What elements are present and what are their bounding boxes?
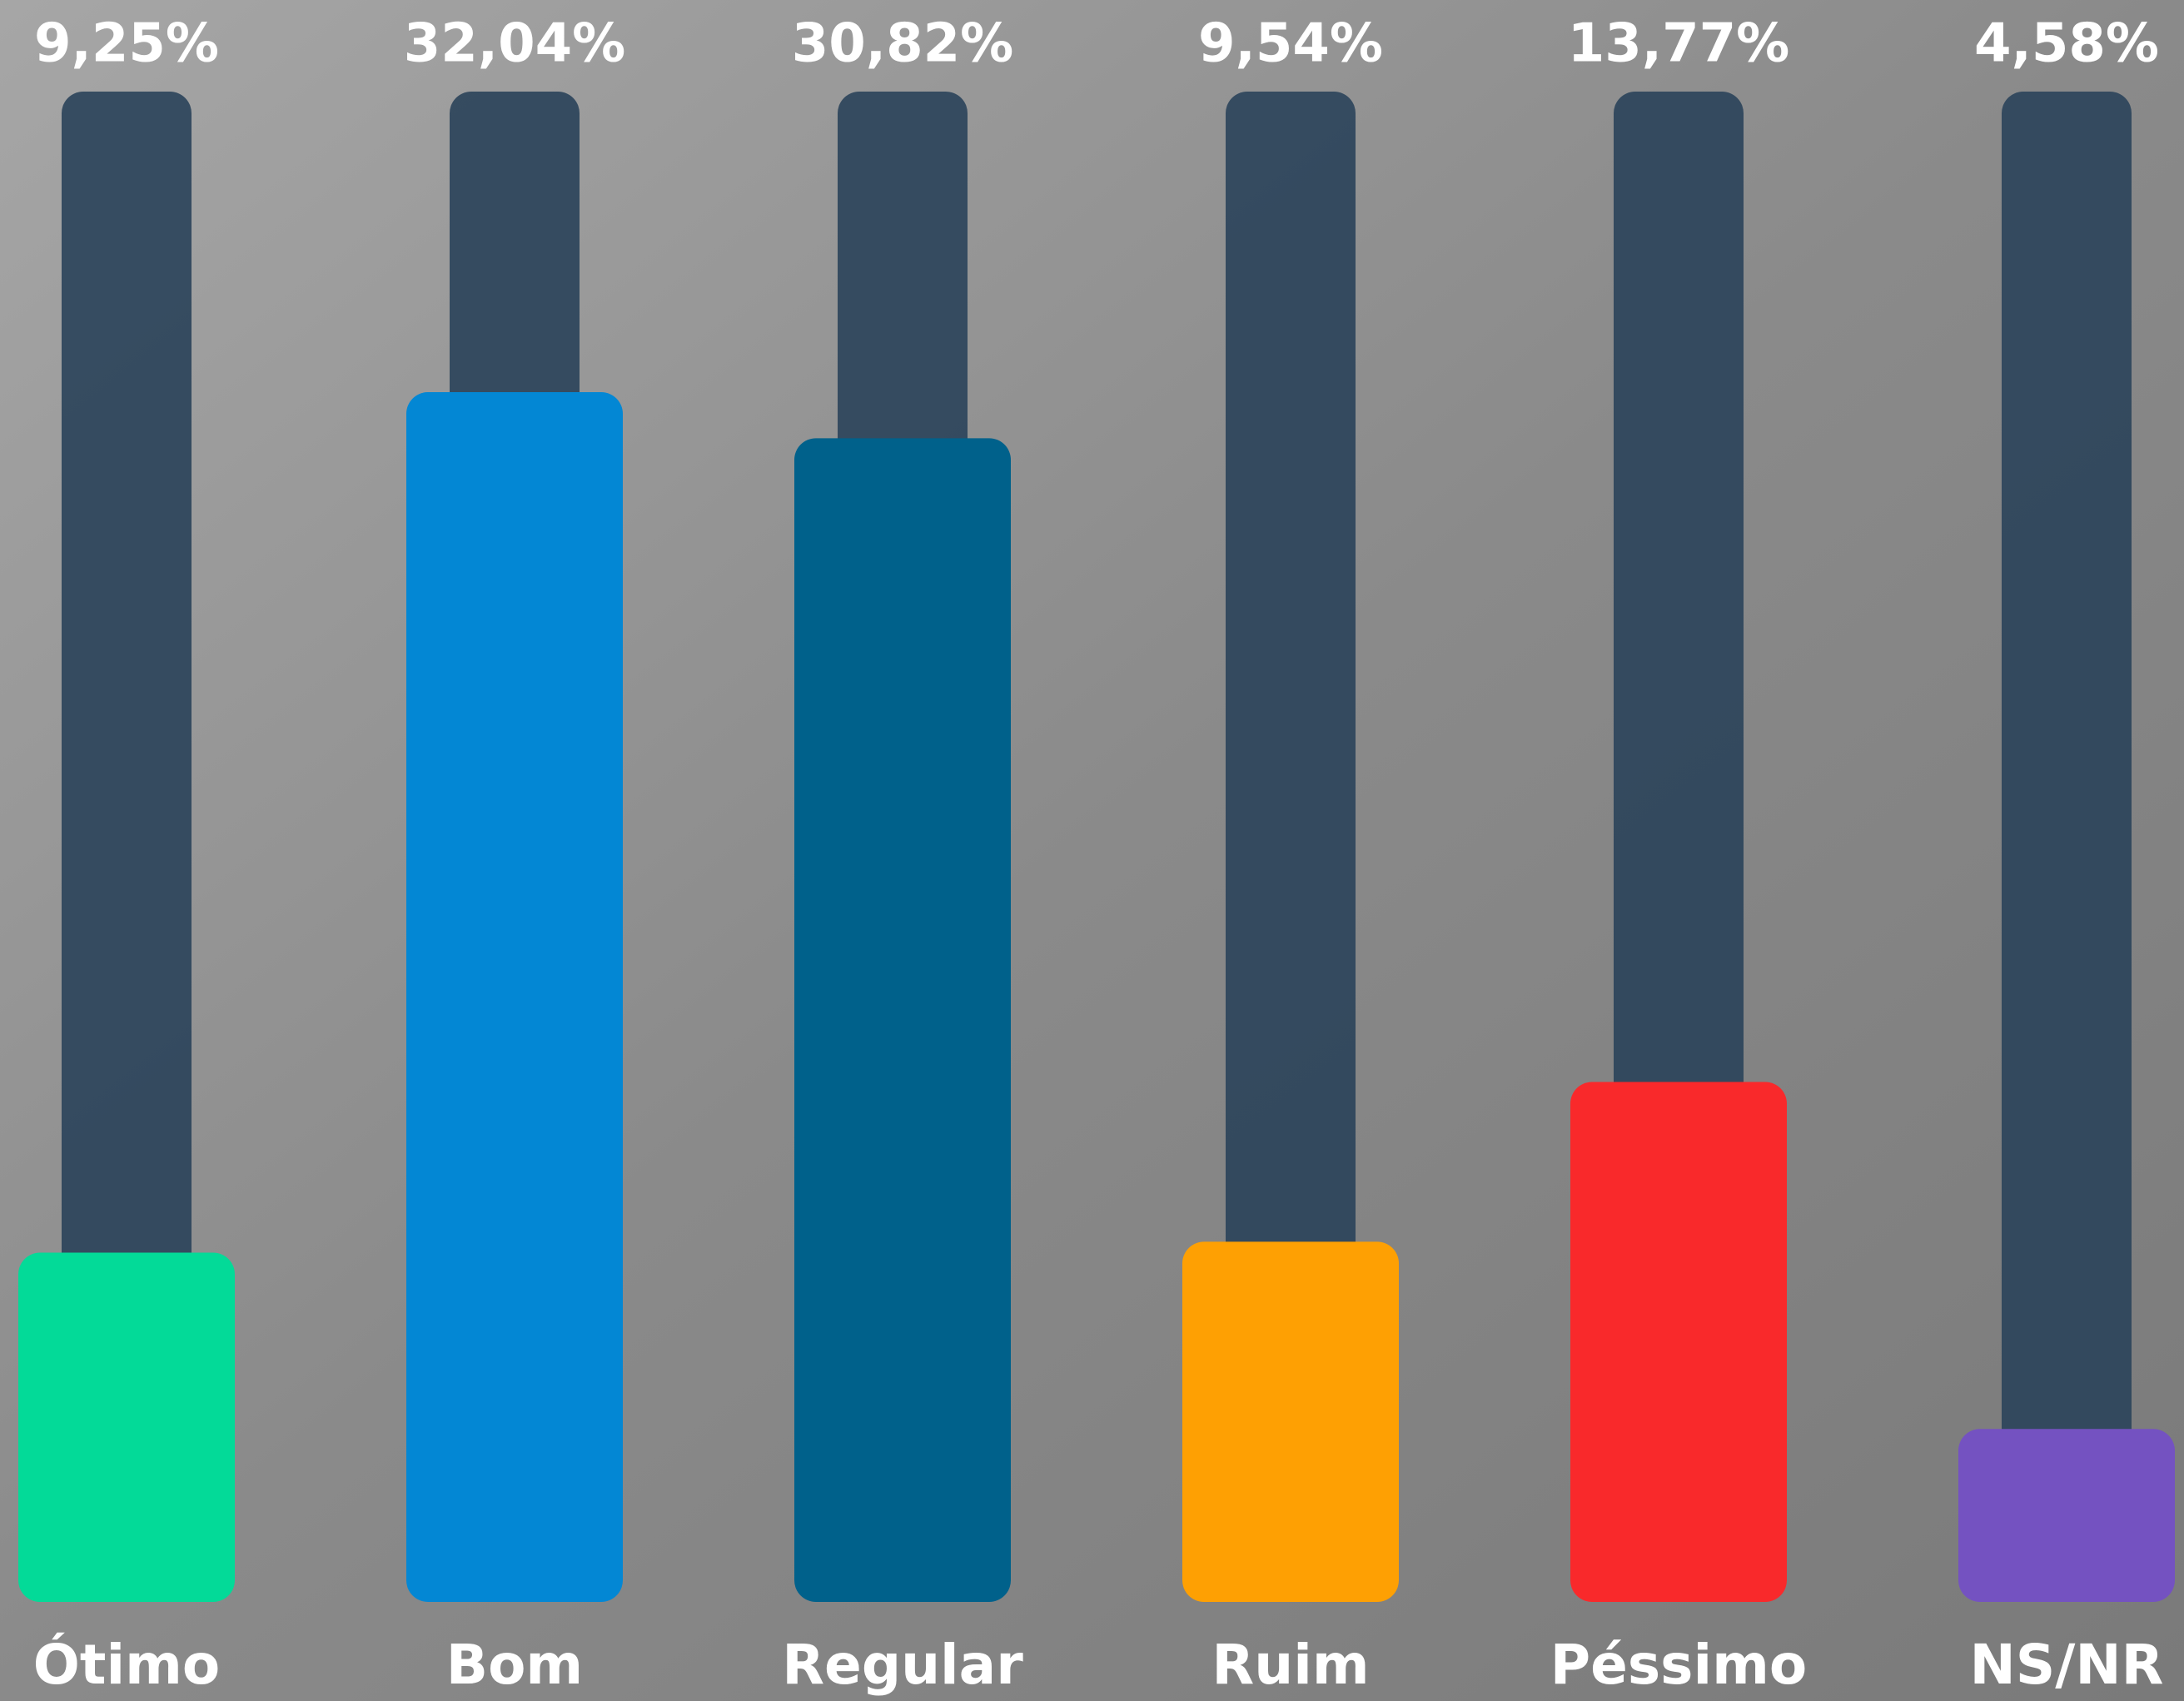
value-label: 13,77% (1568, 13, 1790, 75)
x-tick-label: Péssimo (1550, 1633, 1807, 1697)
bar (1570, 1082, 1787, 1602)
bar (1182, 1241, 1399, 1602)
bar-track (2002, 92, 2132, 1602)
bar (794, 438, 1011, 1602)
bar-track (62, 92, 192, 1602)
bar (18, 1252, 235, 1602)
x-tick-label: Ótimo (33, 1633, 220, 1697)
value-label: 30,82% (792, 13, 1014, 75)
x-tick-label: Bom (446, 1633, 583, 1697)
x-tick-label: Ruim (1211, 1633, 1369, 1697)
value-label: 9,25% (34, 13, 219, 75)
x-tick-label: Regular (782, 1633, 1023, 1697)
value-label: 4,58% (1974, 13, 2159, 75)
value-label: 9,54% (1198, 13, 1383, 75)
x-tick-label: NS/NR (1970, 1633, 2164, 1697)
bar-track (1226, 92, 1356, 1602)
bar (1958, 1429, 2175, 1602)
value-label: 32,04% (404, 13, 626, 75)
bar (406, 391, 623, 1603)
